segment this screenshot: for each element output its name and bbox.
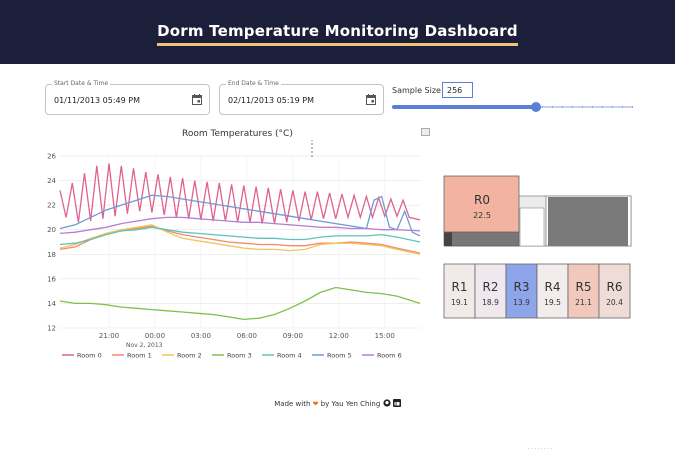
y-tick-label: 26 [47,153,56,161]
room-r1 [443,263,476,319]
slider-tick [622,106,623,108]
x-tick-label: 21:00 [99,332,119,340]
github-icon[interactable] [382,399,391,407]
slider-tick [552,106,553,108]
calendar-icon[interactable] [366,94,376,105]
legend-label: Room 5 [327,352,352,360]
slider-tick [542,106,543,108]
slider-tick [582,106,583,108]
room-r0 [443,175,520,233]
room-r2-temp: 18.9 [482,298,499,307]
x-tick-label: 15:00 [375,332,395,340]
slider-tick [592,106,593,108]
series-line-room-6 [59,216,421,235]
x-tick-label: 06:00 [237,332,257,340]
legend-label: Room 3 [227,352,252,360]
legend-label: Room 1 [127,352,152,360]
y-tick-label: 14 [47,300,56,308]
chart-title: Room Temperatures (°C) [182,129,293,139]
utility-block [548,197,628,246]
room-r0-temp: 22.5 [473,211,491,220]
room-r3 [505,263,538,319]
y-tick-label: 12 [47,325,56,333]
floorplan: R0 22.5 R1 19.1 R2 18.9 R3 13.9 R4 19.5 R5 21.1 R6 20… [443,175,632,319]
x-tick-label: 12:00 [329,332,349,340]
y-tick-label: 16 [47,275,56,283]
x-tick-label: 03:00 [191,332,211,340]
slider-tick [612,106,613,108]
room-r4 [536,263,569,319]
closet-door [444,232,452,246]
series-line-room-3 [59,286,421,321]
temperature-chart: 12 14 16 18 20 22 24 26 21:00 00:00 03:00 06:00 09:0… [47,140,421,360]
y-tick-label: 18 [47,251,56,259]
series-line-room-4 [59,226,421,246]
room-r6 [598,263,631,319]
series-line-room-1 [59,225,421,254]
series-line-room-5 [59,194,421,237]
footer-author: by Yau Yen Ching [320,400,381,408]
corner-scrollbar-hint: · · · · · · · · [528,446,552,452]
room-r5-label: R5 [576,280,592,294]
room-r0-label: R0 [474,193,490,207]
room-r3-temp: 13.9 [513,298,530,307]
start-datetime-value: 01/11/2013 05:49 PM [54,96,140,105]
series-line-room-0 [59,163,421,224]
legend-label: Room 2 [177,352,202,360]
y-tick-label: 22 [47,202,56,210]
stair [519,207,545,247]
footer: Made with ❤ by Yau Yen Ching [0,399,675,408]
legend-label: Room 6 [377,352,402,360]
sample-size-slider-track[interactable] [392,105,536,109]
footer-made-with: Made with [274,400,311,408]
x-tick-label: 00:00 [145,332,165,340]
room-r2 [474,263,507,319]
room-r4-temp: 19.5 [544,298,561,307]
series-line-room-2 [59,224,421,255]
page-title: Dorm Temperature Monitoring Dashboard [0,22,675,46]
start-datetime-label: Start Date & Time [52,80,111,87]
header-bar: Dorm Temperature Monitoring Dashboard [0,0,675,64]
calendar-icon[interactable] [192,94,202,105]
closet [443,231,520,247]
room-r1-temp: 19.1 [451,298,468,307]
x-tick-label: 09:00 [283,332,303,340]
start-datetime-field[interactable]: Start Date & Time 01/11/2013 05:49 PM [45,80,210,115]
room-r5 [567,263,600,319]
legend-label: Room 4 [277,352,302,360]
room-r5-temp: 21.1 [575,298,592,307]
y-tick-label: 24 [47,177,56,185]
end-datetime-value: 02/11/2013 05:19 PM [228,96,314,105]
room-r6-temp: 20.4 [606,298,623,307]
chart-menu-icon[interactable] [421,128,430,136]
room-r3-label: R3 [514,280,530,294]
room-r1-label: R1 [452,280,468,294]
room-r2-label: R2 [483,280,499,294]
sample-size-input[interactable]: 256 [442,82,473,98]
y-tick-label: 20 [47,226,56,234]
legend-label: Room 0 [77,352,102,360]
sample-size-slider-thumb[interactable] [531,102,541,112]
slider-tick [562,106,563,108]
slider-tick [632,106,633,108]
linkedin-icon[interactable] [392,399,401,407]
sample-size-label: Sample Size [392,86,441,95]
end-datetime-label: End Date & Time [226,80,281,87]
room-r6-label: R6 [607,280,623,294]
end-datetime-field[interactable]: End Date & Time 02/11/2013 05:19 PM [219,80,384,115]
heart-icon: ❤ [312,400,319,408]
slider-tick [602,106,603,108]
room-r4-label: R4 [545,280,561,294]
x-sublabel: Nov 2, 2013 [126,342,163,349]
slider-tick [572,106,573,108]
